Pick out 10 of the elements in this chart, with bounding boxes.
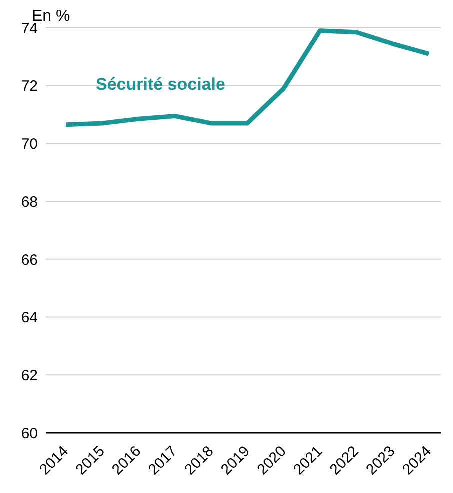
series-label: Sécurité sociale bbox=[96, 75, 226, 96]
y-tick-label: 70 bbox=[21, 136, 38, 154]
y-tick-label: 68 bbox=[21, 194, 38, 211]
line-series bbox=[64, 28, 432, 128]
y-tick-label: 66 bbox=[21, 252, 38, 269]
y-tick-label: 64 bbox=[21, 310, 38, 327]
y-tick-label: 72 bbox=[21, 78, 38, 96]
y-tick-label: 74 bbox=[21, 20, 38, 38]
y-tick-label: 62 bbox=[21, 367, 38, 384]
y-tick-label: 60 bbox=[21, 425, 38, 442]
